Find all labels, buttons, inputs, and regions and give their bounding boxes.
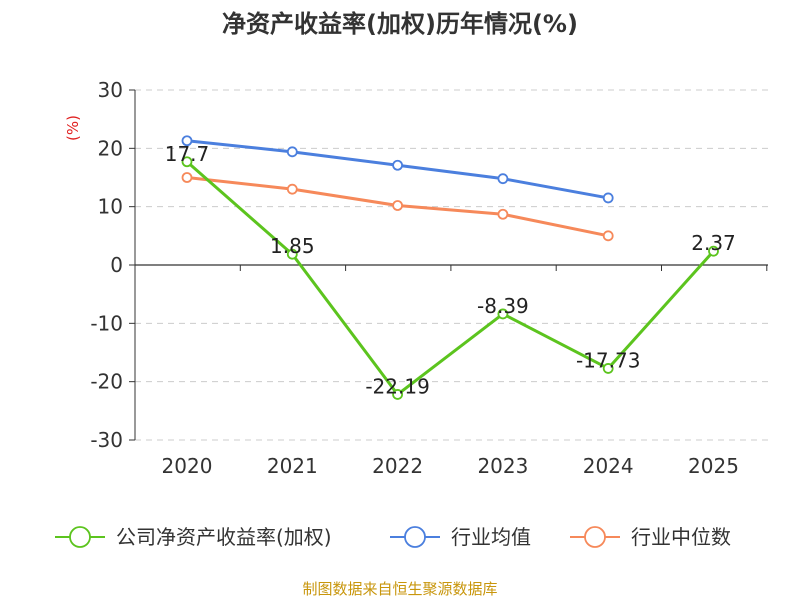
x-tick-label: 2020 [162, 454, 213, 478]
y-tick-label: -30 [90, 428, 123, 452]
y-tick-label: -10 [90, 311, 123, 335]
data-label: -17.73 [576, 348, 640, 372]
x-tick-label: 2024 [583, 454, 634, 478]
data-point [708, 245, 719, 257]
y-tick-label: -20 [90, 370, 123, 394]
series-line [186, 160, 715, 396]
data-point [181, 135, 193, 147]
x-tick-label: 2022 [372, 454, 423, 478]
data-label: -22.19 [365, 374, 429, 398]
y-tick-label: 20 [98, 136, 123, 160]
legend-marker [584, 526, 606, 548]
data-point [497, 173, 509, 185]
data-point [602, 192, 614, 204]
legend-marker [69, 526, 91, 548]
legend-label: 公司净资产收益率(加权) [116, 525, 332, 549]
data-point [286, 146, 298, 158]
data-point [392, 159, 404, 171]
y-tick-label: 0 [110, 253, 123, 277]
y-tick-label: 10 [98, 195, 123, 219]
data-labels: 17.7 1.85 -22.19 -8.39 -17.73 2.37 [165, 142, 736, 399]
data-label: 2.37 [691, 231, 736, 255]
legend-label: 行业均值 [451, 525, 531, 549]
data-point [286, 183, 298, 195]
data-label: -8.39 [477, 294, 529, 318]
source-note: 制图数据来自恒生聚源数据库 [302, 580, 497, 598]
axes: 30 20 10 0 -10 -20 -30 2020 2021 2022 2023 2024 2025 [90, 78, 768, 478]
data-point [392, 389, 404, 400]
legend-marker [404, 526, 426, 548]
data-point [602, 230, 614, 242]
data-point [497, 208, 509, 220]
data-point [286, 248, 298, 260]
x-tick-label: 2021 [267, 454, 318, 478]
data-label: 17.7 [165, 142, 210, 166]
chart-title: 净资产收益率(加权)历年情况(%) [222, 10, 578, 38]
data-point [181, 156, 193, 168]
legend: 公司净资产收益率(加权) 行业均值 行业中位数 [55, 525, 731, 549]
x-tick-label: 2023 [477, 454, 528, 478]
y-axis-label: (%) [64, 115, 82, 141]
data-point [181, 172, 193, 183]
data-point [497, 308, 509, 320]
data-label: 1.85 [270, 234, 315, 258]
series [181, 135, 719, 400]
y-tick-label: 30 [98, 78, 123, 102]
x-tick-label: 2025 [688, 454, 739, 478]
legend-label: 行业中位数 [631, 525, 731, 549]
data-point [602, 363, 614, 374]
data-point [392, 200, 404, 211]
